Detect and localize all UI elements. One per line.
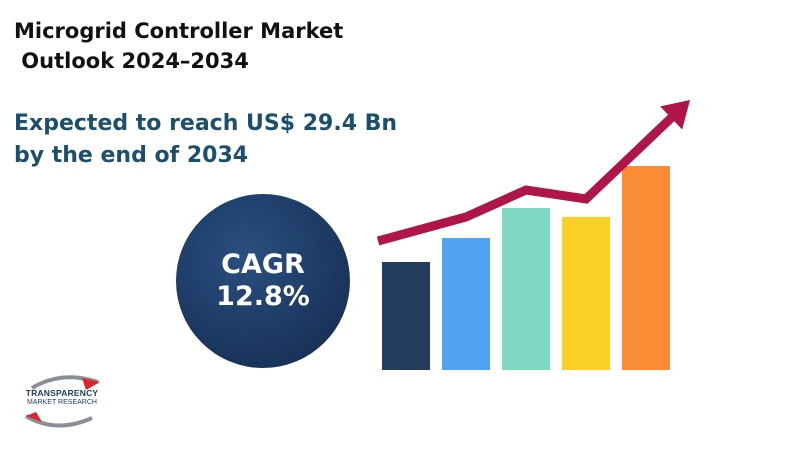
bars-group	[382, 166, 670, 370]
cagr-value: 12.8%	[216, 281, 310, 312]
trend-line	[376, 111, 679, 246]
bar-1	[382, 262, 430, 370]
forecast-line-2: by the end of 2034	[14, 143, 249, 168]
logo-subname: MARKET RESEARCH	[27, 399, 97, 406]
cagr-badge: CAGR 12.8%	[176, 194, 350, 368]
page-title: Microgrid Controller Market Outlook 2024…	[14, 16, 434, 76]
title-line-2: Outlook 2024–2034	[14, 49, 249, 73]
logo-swoosh-icon	[24, 375, 100, 428]
company-logo: TRANSPARENCY MARKET RESEARCH	[12, 372, 112, 432]
title-line-1: Microgrid Controller Market	[14, 19, 344, 43]
bar-4	[562, 217, 610, 370]
trend-arrow-group	[376, 100, 690, 246]
forecast-line-1: Expected to reach US$ 29.4 Bn	[14, 111, 398, 136]
forecast-text: Expected to reach US$ 29.4 Bn by the end…	[14, 108, 454, 172]
trend-arrowhead-icon	[660, 100, 690, 130]
cagr-label: CAGR	[221, 249, 305, 280]
bar-3	[502, 208, 550, 370]
bar-2	[442, 238, 490, 370]
bar-5	[622, 166, 670, 370]
logo-name: TRANSPARENCY	[25, 388, 99, 398]
